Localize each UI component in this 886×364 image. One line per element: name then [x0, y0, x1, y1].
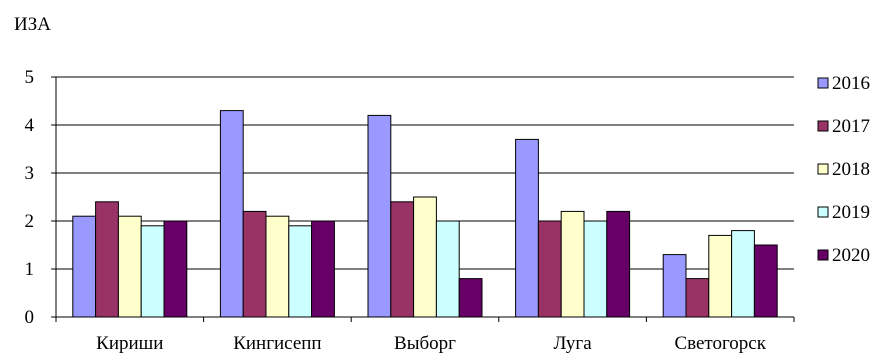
bar-2018-4: [560, 210, 585, 318]
legend-label-2019: 2019: [832, 202, 870, 223]
legend-swatch-2019: [817, 206, 829, 218]
y-tick-label: 1: [25, 259, 35, 280]
bar-2020-1: [163, 220, 188, 318]
bar-2018-3: [413, 196, 437, 318]
y-tick-label: 0: [25, 307, 35, 328]
bar-2016-3: [367, 114, 392, 318]
bar-2017-5: [685, 278, 710, 318]
x-tick-label: Выборг: [394, 333, 456, 354]
bar-2017-1: [95, 201, 119, 318]
bar-2018-5: [708, 234, 733, 318]
bar-2020-2: [311, 220, 335, 318]
x-tick-label: Кириши: [96, 333, 163, 354]
bar-2018-1: [117, 215, 142, 318]
bar-2016-5: [662, 254, 687, 318]
bar-2016-4: [515, 138, 539, 318]
legend-swatch-2020: [817, 249, 829, 261]
bar-2020-4: [606, 210, 631, 318]
x-tick-label: Кингисепп: [233, 333, 321, 354]
bar-2019-1: [140, 225, 165, 318]
legend-label-2018: 2018: [832, 159, 870, 180]
y-tick-label: 5: [25, 67, 35, 88]
chart-title: ИЗА: [14, 14, 51, 35]
bar-2020-3: [458, 278, 483, 318]
bar-2017-4: [537, 220, 562, 318]
bar-2017-2: [242, 210, 267, 318]
legend-swatch-2016: [817, 77, 829, 89]
legend-swatch-2017: [817, 120, 829, 132]
y-tick-label: 4: [25, 115, 35, 136]
bar-2016-1: [72, 215, 97, 318]
bar-2020-5: [753, 244, 778, 318]
bar-2019-5: [731, 230, 755, 318]
legend-swatch-2018: [817, 163, 829, 175]
bar-2019-4: [583, 220, 608, 318]
bar-2018-2: [265, 215, 290, 318]
bar-2017-3: [390, 201, 415, 318]
legend-label-2020: 2020: [832, 245, 870, 266]
x-tick-label: Светогорск: [674, 333, 766, 354]
legend-label-2017: 2017: [832, 116, 870, 137]
bar-2016-2: [219, 110, 244, 318]
bar-2019-2: [288, 225, 313, 318]
legend-label-2016: 2016: [832, 73, 870, 94]
bar-2019-3: [435, 220, 460, 318]
y-tick-label: 3: [25, 163, 35, 184]
x-tick-label: Луга: [554, 333, 593, 354]
y-tick-label: 2: [25, 211, 35, 232]
